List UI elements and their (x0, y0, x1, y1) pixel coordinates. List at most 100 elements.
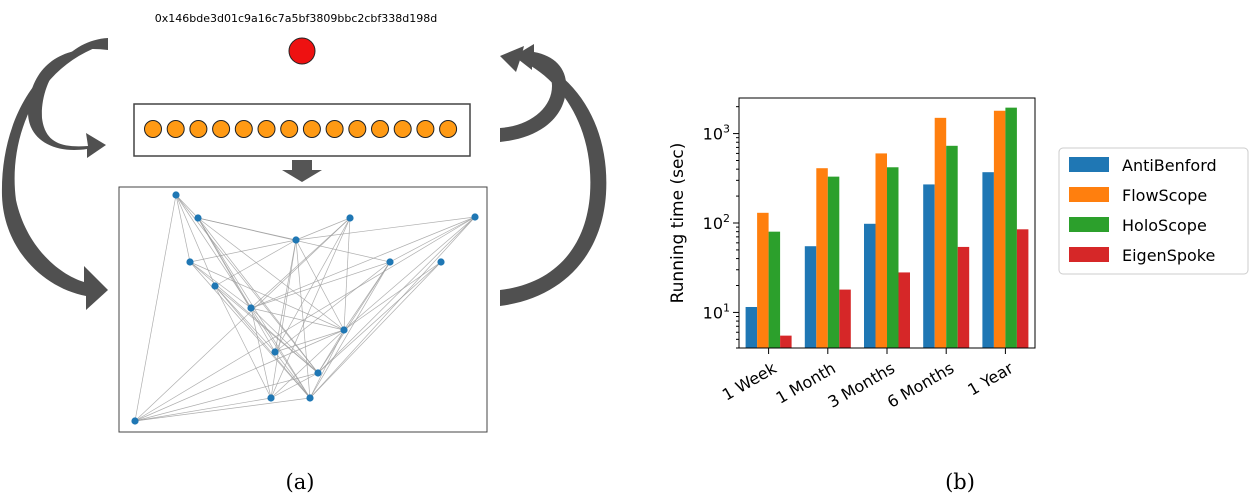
graph-node (267, 394, 275, 402)
address-label: 0x146bde3d01c9a16c7a5bf3809bbc2cbf338d19… (155, 12, 438, 25)
graph-edge (317, 216, 476, 374)
graph-edge (134, 372, 319, 422)
bar-antibenford-4 (982, 172, 994, 348)
graph-edge (214, 239, 297, 287)
down-arrow-icon (282, 160, 322, 182)
sequence-node (416, 120, 435, 138)
graph-edge (134, 329, 345, 422)
graph-node (314, 369, 322, 377)
y-axis: 101 102 103 (703, 106, 739, 349)
bar-antibenford-1 (804, 246, 817, 348)
bar-flowscope-4 (993, 110, 1006, 348)
graph-edge (309, 216, 476, 399)
y-tick-label: 102 (703, 212, 730, 233)
graph-node (186, 258, 194, 266)
graph-edge (295, 216, 476, 241)
sequence-node (212, 120, 231, 138)
graph-edge (389, 216, 476, 263)
graph-node (340, 326, 348, 334)
bar-flowscope-2 (875, 153, 887, 348)
graph-node (437, 258, 445, 266)
sequence-node (348, 120, 367, 138)
sequence-node (144, 120, 162, 138)
graph-edge (175, 194, 191, 263)
graph-edge (197, 217, 345, 331)
graph-edge (189, 261, 319, 374)
graph-node (131, 417, 139, 425)
graph-edge (134, 194, 177, 422)
graph-edge (309, 261, 442, 399)
graph-edge (343, 217, 351, 331)
sequence-node (166, 120, 185, 138)
graph-edge (134, 397, 311, 422)
graph-node (346, 214, 354, 222)
graph-edge (317, 261, 442, 374)
legend-items: AntiBenford FlowScope HoloScope EigenSpoke (1069, 156, 1217, 265)
graph-edge (197, 217, 319, 374)
bar-holoscope-4 (1005, 107, 1017, 348)
graph-edge (295, 217, 351, 241)
graph-edge (197, 217, 276, 353)
graph-edge (189, 261, 345, 331)
graph-edge (309, 329, 345, 399)
bar-holoscope-3 (946, 145, 958, 348)
sequence-node (325, 120, 344, 138)
bar-eigenspoke-2 (898, 272, 910, 348)
graph-box (118, 186, 488, 433)
legend-swatch-holoscope (1069, 217, 1109, 232)
graph-edge (309, 261, 391, 399)
graph-edge (317, 329, 345, 374)
bar-antibenford-0 (745, 306, 758, 348)
bar-holoscope-2 (887, 167, 899, 348)
graph-edge (175, 194, 319, 374)
curved-arrow-icon (1, 40, 109, 310)
curved-arrow-icon (500, 44, 567, 142)
graph-edge (189, 261, 252, 309)
root-node (288, 37, 316, 65)
legend-swatch-flowscope (1069, 187, 1109, 202)
bar-antibenford-3 (923, 184, 935, 348)
graph-edge (250, 307, 272, 399)
graph-edge (270, 329, 345, 399)
graph-edge (317, 261, 391, 374)
sequence-node (280, 120, 299, 138)
y-axis-label: Running time (sec) (668, 143, 688, 304)
graph-edge (250, 217, 351, 309)
graph-node (211, 282, 219, 290)
graph-edge (250, 261, 391, 309)
panel-a: 0x146bde3d01c9a16c7a5bf3809bbc2cbf338d19… (1, 12, 607, 494)
graph-edge (274, 329, 345, 353)
bar-holoscope-1 (827, 176, 840, 348)
graph-edge (274, 239, 297, 353)
graph-edge (134, 216, 476, 422)
bar-holoscope-0 (768, 231, 781, 348)
graph-edge (175, 194, 216, 287)
graph-node (271, 348, 279, 356)
curved-arrow-icon (28, 38, 108, 158)
y-tick-label: 101 (703, 301, 730, 322)
graph-node (247, 304, 255, 312)
x-tick-label: 3 Months (825, 358, 898, 411)
legend-swatch-eigenspoke (1069, 247, 1109, 262)
graph-edge (189, 239, 297, 263)
sequence-node (189, 120, 208, 138)
graph-edge (343, 216, 476, 331)
graph-edge (274, 351, 311, 399)
graph-edge (250, 216, 476, 309)
graph-edge (295, 239, 311, 399)
bar-antibenford-2 (864, 223, 876, 348)
graph-edge (270, 372, 319, 399)
curved-arrows (1, 38, 607, 310)
bar-eigenspoke-3 (957, 246, 970, 348)
graph-edge (175, 194, 199, 219)
legend-label-eigenspoke: EigenSpoke (1122, 246, 1215, 265)
legend-label-holoscope: HoloScope (1122, 216, 1207, 235)
bar-flowscope-3 (934, 117, 947, 348)
caption-a: (a) (286, 470, 315, 494)
sequence-node (257, 120, 276, 138)
legend-label-flowscope: FlowScope (1122, 186, 1207, 205)
graph-edge (134, 217, 351, 422)
bar-series (745, 107, 1029, 348)
